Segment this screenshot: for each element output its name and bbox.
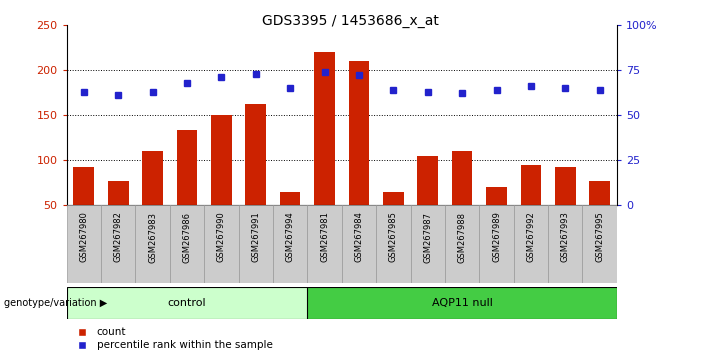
Bar (74, 166, 94, 205)
Bar (514, 205, 548, 283)
Text: GSM267984: GSM267984 (355, 212, 363, 262)
Bar (280, 192, 301, 205)
Text: GSM267987: GSM267987 (423, 212, 433, 263)
Text: AQP11 null: AQP11 null (432, 298, 493, 308)
Bar (376, 205, 411, 283)
Bar (411, 205, 445, 283)
Text: GSM267993: GSM267993 (561, 212, 570, 262)
Bar (142, 151, 163, 205)
Bar (486, 187, 507, 205)
Bar (273, 205, 307, 283)
Bar (307, 205, 341, 283)
Text: GSM267991: GSM267991 (251, 212, 260, 262)
Bar (170, 205, 204, 283)
Bar (479, 205, 514, 283)
Bar (67, 205, 101, 283)
Bar (177, 130, 197, 205)
Bar (108, 181, 128, 205)
Text: GSM267981: GSM267981 (320, 212, 329, 262)
Bar (101, 205, 135, 283)
Bar (445, 205, 479, 283)
Legend: count, percentile rank within the sample: count, percentile rank within the sample (72, 327, 273, 350)
Text: GSM267989: GSM267989 (492, 212, 501, 262)
Text: GSM267992: GSM267992 (526, 212, 536, 262)
Text: GSM267985: GSM267985 (389, 212, 398, 262)
Bar (67, 287, 307, 319)
Bar (245, 104, 266, 205)
Text: genotype/variation ▶: genotype/variation ▶ (4, 298, 107, 308)
Bar (451, 151, 472, 205)
Text: GSM267986: GSM267986 (182, 212, 191, 263)
Bar (135, 205, 170, 283)
Text: GDS3395 / 1453686_x_at: GDS3395 / 1453686_x_at (262, 14, 439, 28)
Text: control: control (168, 298, 206, 308)
Bar (583, 205, 617, 283)
Text: GSM267982: GSM267982 (114, 212, 123, 262)
Bar (204, 205, 238, 283)
Text: GSM267980: GSM267980 (79, 212, 88, 262)
Text: GSM267990: GSM267990 (217, 212, 226, 262)
Bar (590, 181, 610, 205)
Text: GSM267983: GSM267983 (148, 212, 157, 263)
Bar (211, 115, 231, 205)
Text: GSM267995: GSM267995 (595, 212, 604, 262)
Bar (238, 205, 273, 283)
Bar (348, 61, 369, 205)
Text: GSM267994: GSM267994 (285, 212, 294, 262)
Bar (314, 52, 335, 205)
Bar (383, 192, 404, 205)
Bar (555, 167, 576, 205)
Bar (307, 287, 617, 319)
Bar (521, 165, 541, 205)
Bar (341, 205, 376, 283)
Bar (417, 156, 438, 205)
Bar (548, 205, 583, 283)
Text: GSM267988: GSM267988 (458, 212, 467, 263)
